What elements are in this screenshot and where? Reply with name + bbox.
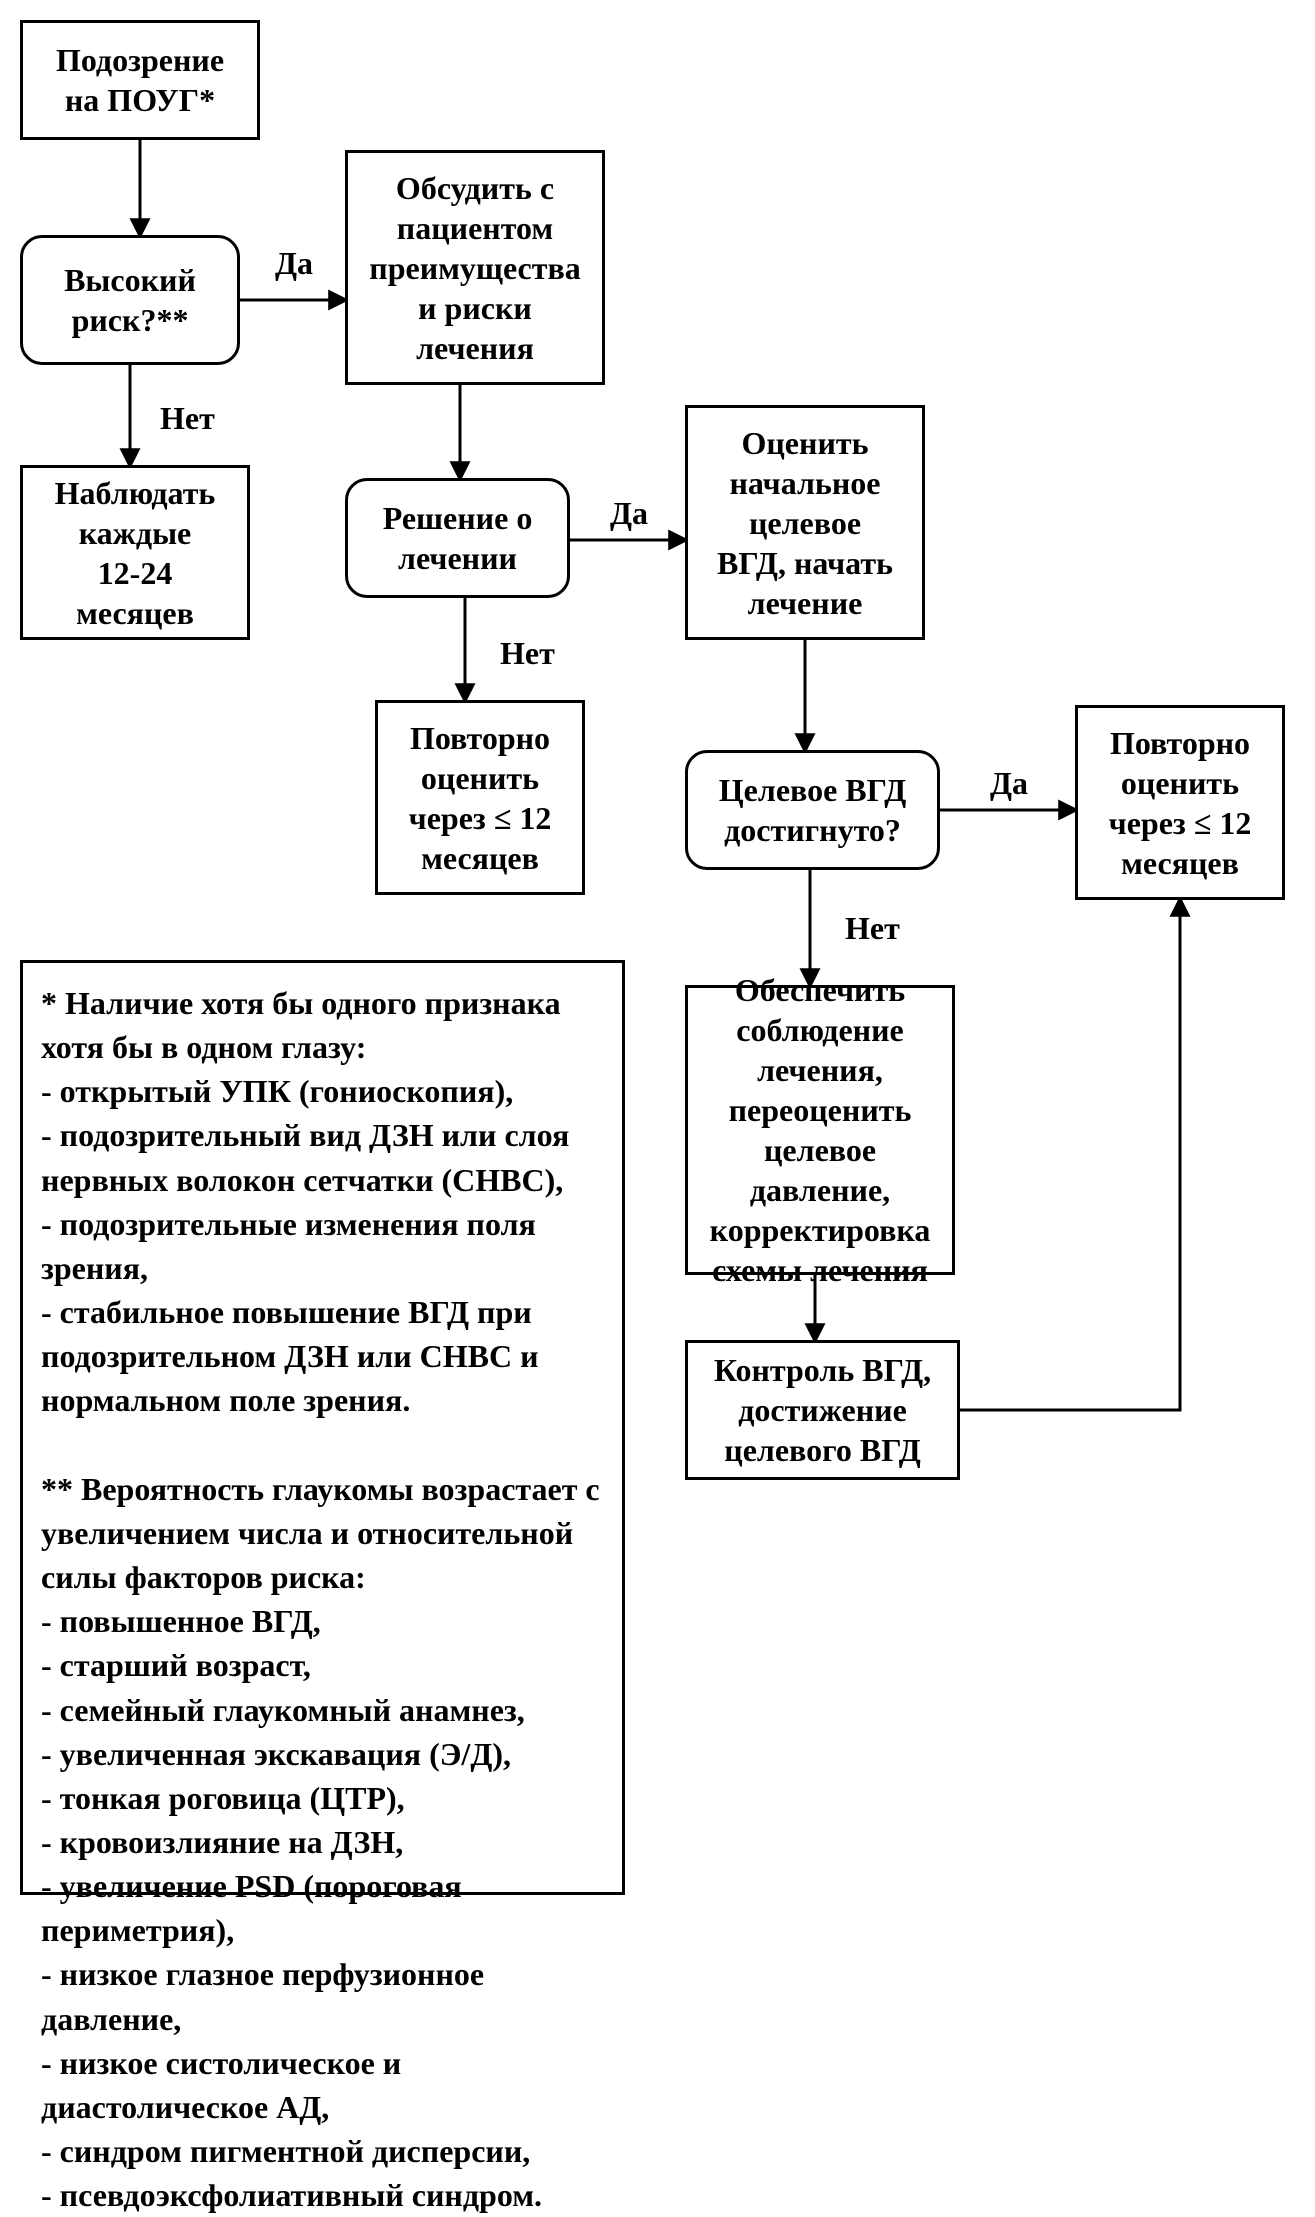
node-n_monitor: Контроль ВГД,достижениецелевого ВГД xyxy=(685,1340,960,1480)
edge-label-n_risk-n_observe: Нет xyxy=(160,400,215,437)
node-n_start: Подозрениена ПОУГ* xyxy=(20,20,260,140)
edge-n_monitor-n_reassess2 xyxy=(960,900,1180,1410)
footnotes-box: * Наличие хотя бы одного признака хотя б… xyxy=(20,960,625,1895)
node-n_reassess2: Повторнооценитьчерез ≤ 12месяцев xyxy=(1075,705,1285,900)
edge-label-n_risk-n_discuss: Да xyxy=(275,245,313,282)
edge-label-n_decide-n_reassess12: Нет xyxy=(500,635,555,672)
node-n_target: ОценитьначальноецелевоеВГД, начатьлечени… xyxy=(685,405,925,640)
node-n_reached: Целевое ВГДдостигнуто? xyxy=(685,750,940,870)
edge-label-n_reached-n_ensure: Нет xyxy=(845,910,900,947)
edge-label-n_decide-n_target: Да xyxy=(610,495,648,532)
edge-label-n_reached-n_reassess2: Да xyxy=(990,765,1028,802)
node-n_reassess12: Повторнооценитьчерез ≤ 12месяцев xyxy=(375,700,585,895)
flowchart-canvas: * Наличие хотя бы одного признака хотя б… xyxy=(0,0,1315,1921)
node-n_ensure: Обеспечитьсоблюдениелечения,переоценитьц… xyxy=(685,985,955,1275)
node-n_risk: Высокийриск?** xyxy=(20,235,240,365)
node-n_discuss: Обсудить спациентомпреимуществаи рискиле… xyxy=(345,150,605,385)
node-n_observe: Наблюдатькаждые12-24месяцев xyxy=(20,465,250,640)
node-n_decide: Решение олечении xyxy=(345,478,570,598)
